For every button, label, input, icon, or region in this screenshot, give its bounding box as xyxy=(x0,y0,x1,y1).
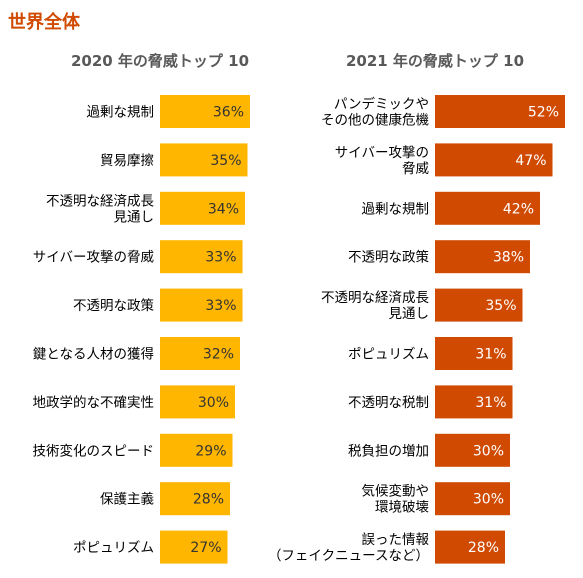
category-label-2021-9: 気候変動や環境破壊 xyxy=(362,483,430,516)
chart-title-2021: 2021 年の脅威トップ 10 xyxy=(345,52,525,70)
bar-2021-6 xyxy=(435,337,513,370)
category-label-2020-2: 貿易摩擦 xyxy=(100,152,154,169)
page-title: 世界全体 xyxy=(8,12,80,33)
bar-2021-10 xyxy=(435,530,505,564)
bar-2021-4 xyxy=(435,240,530,274)
category-label-2021-1: パンデミックやその他の健康危機 xyxy=(321,96,429,129)
bar-2020-10 xyxy=(160,530,228,564)
value-label-2020-1: 36% xyxy=(213,105,244,121)
category-label-2020-5: 不透明な政策 xyxy=(73,297,154,314)
bar-2020-7 xyxy=(160,385,235,419)
category-label-2021-6: ポピュリズム xyxy=(348,347,429,363)
bar-2021-7 xyxy=(435,385,513,419)
category-label-2020-3: 不透明な経済成長見通し xyxy=(46,193,154,225)
value-label-2021-3: 42% xyxy=(503,201,534,217)
category-label-2021-7: 不透明な税制 xyxy=(348,395,429,411)
category-label-2021-3: 過剰な規制 xyxy=(362,201,430,217)
category-label-2020-9: 保護主義 xyxy=(100,491,154,508)
value-label-2021-7: 31% xyxy=(475,395,506,411)
category-label-2020-1: 過剰な規制 xyxy=(87,105,155,121)
value-label-2020-5: 33% xyxy=(205,298,236,314)
bar-2021-3 xyxy=(435,191,540,225)
bar-2021-8 xyxy=(435,433,510,467)
value-label-2021-1: 52% xyxy=(528,105,559,121)
category-label-2020-4: サイバー攻撃の脅威 xyxy=(33,250,155,266)
bar-2020-2 xyxy=(160,143,248,177)
category-label-2020-8: 技術変化のスピード xyxy=(33,442,155,459)
value-label-2020-10: 27% xyxy=(190,540,221,556)
bar-2020-6 xyxy=(160,337,240,370)
bar-2020-1 xyxy=(160,95,250,128)
bar-2021-9 xyxy=(435,482,510,516)
category-label-2020-10: ポピュリズム xyxy=(73,540,154,556)
value-label-2021-6: 31% xyxy=(475,347,506,363)
category-label-2020-6: 鍵となる人材の獲得 xyxy=(33,346,154,363)
value-label-2020-7: 30% xyxy=(198,395,229,411)
value-label-2021-9: 30% xyxy=(473,492,504,508)
bar-2021-2 xyxy=(435,143,553,177)
bar-2020-3 xyxy=(160,191,245,225)
value-label-2020-9: 28% xyxy=(193,492,224,508)
category-label-2021-2: サイバー攻撃の脅威 xyxy=(335,145,430,177)
category-label-2020-7: 地政学的な不確実性 xyxy=(33,395,155,411)
chart-title-2020: 2020 年の脅威トップ 10 xyxy=(70,52,250,70)
value-label-2020-6: 32% xyxy=(203,347,234,363)
bar-2021-1 xyxy=(435,95,565,128)
value-label-2020-4: 33% xyxy=(205,250,236,266)
bar-2020-5 xyxy=(160,288,243,322)
value-label-2020-3: 34% xyxy=(208,201,239,217)
category-label-2021-4: 不透明な政策 xyxy=(348,249,429,266)
bar-2021-5 xyxy=(435,288,523,322)
value-label-2020-2: 35% xyxy=(210,153,241,169)
category-label-2021-5: 不透明な経済成長見通し xyxy=(321,290,429,322)
value-label-2021-4: 38% xyxy=(493,250,524,266)
value-label-2020-8: 29% xyxy=(195,443,226,459)
bar-2020-9 xyxy=(160,482,230,516)
value-label-2021-5: 35% xyxy=(485,298,516,314)
value-label-2021-2: 47% xyxy=(515,153,546,169)
category-label-2021-8: 税負担の増加 xyxy=(348,443,429,459)
bar-2020-4 xyxy=(160,240,243,274)
value-label-2021-10: 28% xyxy=(468,540,499,556)
value-label-2021-8: 30% xyxy=(473,443,504,459)
category-label-2021-10: 誤った情報（フェイクニュースなど） xyxy=(268,532,430,564)
bar-2020-8 xyxy=(160,433,233,467)
